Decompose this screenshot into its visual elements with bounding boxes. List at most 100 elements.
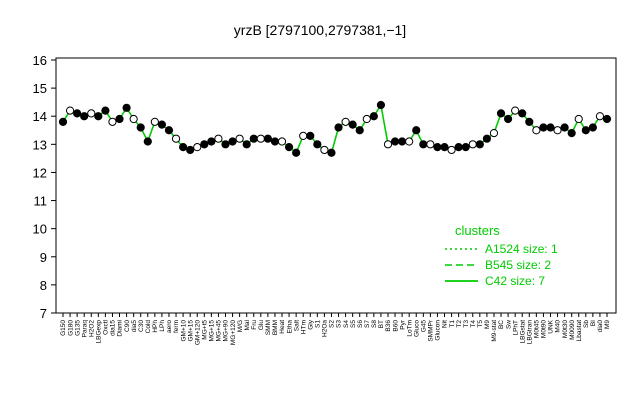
data-point (171, 134, 181, 143)
data-point (136, 123, 145, 132)
x-tick-label: S6 (357, 320, 364, 328)
x-tick-label: M9 (604, 320, 611, 329)
x-tick-label: H2Oa (322, 320, 329, 337)
y-tick-label: 11 (34, 194, 48, 209)
x-tick-label: M9 (484, 320, 491, 329)
x-tick-label: M0t90 (541, 320, 548, 338)
y-tick-label: 14 (33, 109, 47, 124)
data-point (122, 103, 131, 112)
data-point (539, 123, 548, 132)
data-point (115, 114, 124, 124)
x-tick-label: dia5 (131, 320, 138, 333)
x-tick-label: SMMPr (428, 319, 435, 342)
x-tick-label: GM+15 (187, 320, 194, 342)
x-tick-label: ferm (173, 320, 180, 333)
data-point (567, 128, 576, 138)
data-point (87, 109, 96, 118)
x-tick-label: G180 (67, 320, 74, 336)
data-point (419, 140, 428, 149)
x-tick-label: T3 (463, 320, 470, 328)
data-point (94, 112, 103, 121)
data-point (256, 134, 265, 143)
y-tick-label: 16 (33, 53, 47, 68)
data-point (313, 140, 322, 149)
data-point (426, 140, 435, 149)
data-point (277, 137, 287, 146)
x-tick-label: Gluco (413, 320, 420, 337)
data-point (398, 137, 407, 146)
data-point (299, 131, 308, 140)
x-tick-label: H2O2 (88, 320, 95, 337)
data-point (150, 117, 159, 126)
data-point (235, 134, 244, 143)
series-points (58, 100, 612, 157)
x-tick-label: BC (498, 320, 505, 329)
data-point (433, 143, 442, 152)
plot-frame (55, 57, 617, 314)
x-tick-label: M/G (237, 320, 244, 332)
y-axis: 7 8 9 10 11 12 13 14 15 16 (33, 53, 56, 321)
x-tick-label: C90 (124, 320, 131, 332)
data-point (369, 112, 378, 121)
y-tick-label: 10 (33, 222, 47, 237)
data-point (383, 140, 393, 149)
x-tick-label: dia15 (110, 320, 117, 336)
x-tick-label: LPh (159, 320, 166, 332)
x-tick-label: S8 (371, 320, 378, 328)
x-tick-label: M9-stat (491, 320, 498, 342)
x-tick-label: MG+120 (230, 320, 237, 345)
x-tick-label: B36 (385, 320, 392, 332)
x-tick-label: LoTm (406, 320, 413, 337)
data-point (602, 114, 612, 124)
data-point (461, 143, 470, 152)
x-tick-label: Sw (505, 320, 512, 329)
x-tick-label: S4 (343, 320, 350, 328)
x-tick-label: MG+90 (223, 320, 230, 342)
data-point (334, 123, 343, 132)
data-point (214, 134, 223, 143)
data-point (249, 134, 258, 143)
x-tick-label: M0t30 (562, 320, 569, 338)
x-tick-label: LBGexp (96, 320, 103, 344)
x-tick-label: Nit (442, 320, 449, 328)
data-point (362, 114, 371, 124)
x-tick-label: HTm (300, 320, 307, 334)
x-tick-label: Glucon (435, 320, 442, 341)
data-point (228, 137, 237, 146)
data-point (475, 140, 484, 149)
data-point (284, 143, 294, 152)
data-point (242, 140, 251, 149)
data-point (101, 106, 110, 115)
data-point (143, 137, 152, 146)
data-point (200, 140, 209, 149)
data-point (320, 145, 329, 155)
y-tick-label: 13 (33, 137, 47, 152)
x-tick-label: Heat (279, 320, 286, 334)
y-tick-label: 8 (40, 278, 47, 293)
x-tick-label: Paraq (81, 320, 88, 338)
y-tick-label: 9 (40, 250, 47, 265)
data-point (193, 143, 202, 152)
legend: clusters A1524 size: 1 B545 size: 2 C42 … (445, 223, 558, 288)
x-tick-label: Oxctl (103, 319, 110, 334)
data-point (80, 112, 89, 121)
y-tick-label: 12 (33, 165, 47, 180)
x-tick-label: SMM (265, 320, 272, 335)
x-tick-label: M0t45 (534, 320, 541, 338)
x-tick-label: aero (166, 320, 173, 333)
data-point (532, 126, 541, 135)
data-point (405, 137, 414, 146)
data-point (412, 126, 421, 135)
chart-title: yrzB [2797100,2797381,−1] (234, 22, 406, 38)
data-point (306, 131, 315, 140)
x-tick-label: Sb (583, 320, 590, 328)
data-point (468, 140, 477, 149)
x-tick-label: S5 (350, 320, 357, 328)
x-tick-label: S1 (315, 320, 322, 328)
x-tick-label: BMM (272, 320, 279, 335)
x-tick-label: M0090 (569, 320, 576, 340)
data-point (157, 120, 167, 129)
data-point (58, 117, 68, 126)
legend-title: clusters (455, 223, 500, 238)
x-tick-label: T2 (456, 320, 463, 328)
